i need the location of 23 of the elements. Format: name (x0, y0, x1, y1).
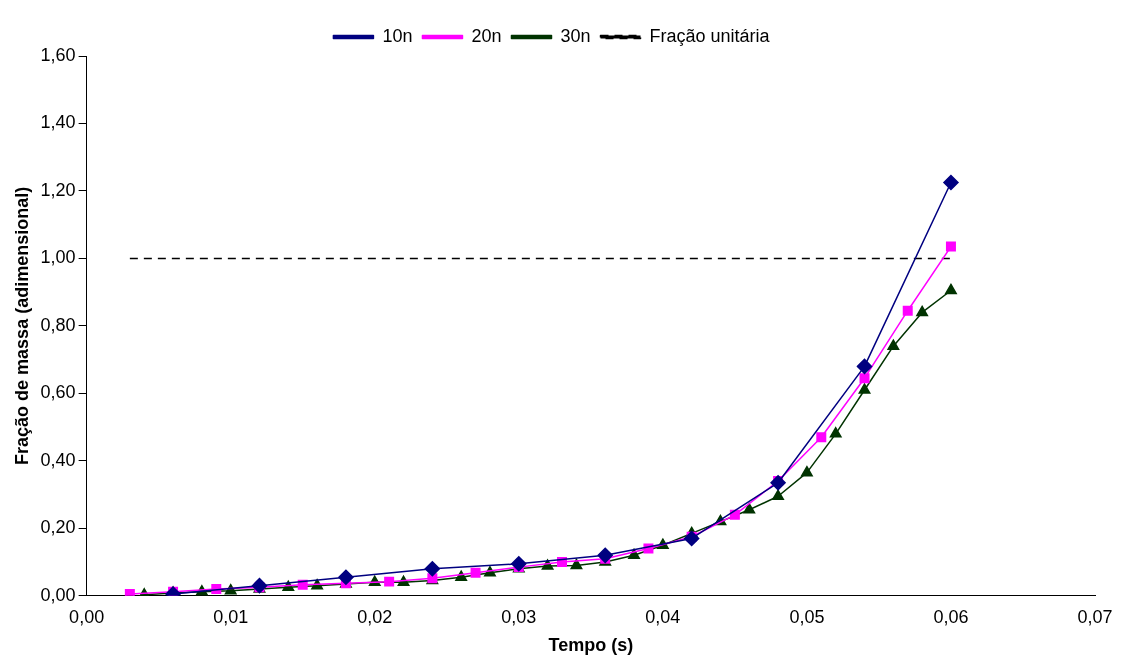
x-tick-label: 0,04 (645, 606, 681, 627)
x-tick-label: 0,01 (213, 606, 249, 627)
y-tick-label: 0,80 (40, 314, 76, 335)
y-tick-label: 1,00 (40, 247, 76, 268)
legend-label: 10n (382, 25, 413, 46)
legend-label: Fração unitária (649, 25, 771, 46)
x-tick-label: 0,03 (501, 606, 537, 627)
x-tick-label: 0,02 (357, 606, 393, 627)
x-tick-label: 0,07 (1077, 606, 1113, 627)
y-tick-label: 1,20 (40, 179, 76, 200)
legend-label: 30n (560, 25, 591, 46)
x-tick-label: 0,06 (933, 606, 969, 627)
legend-label: 20n (471, 25, 502, 46)
x-tick-label: 0,05 (789, 606, 825, 627)
x-tick-label: 0,00 (69, 606, 105, 627)
y-tick-label: 1,40 (40, 112, 76, 133)
y-tick-label: 0,20 (40, 517, 76, 538)
y-tick-label: 0,40 (40, 449, 76, 470)
y-tick-label: 1,60 (40, 44, 76, 65)
x-axis-title: Tempo (s) (548, 635, 634, 656)
y-axis-title: Fração de massa (adimensional) (11, 186, 32, 465)
y-tick-label: 0,60 (40, 382, 76, 403)
y-tick-label: 0,00 (40, 584, 76, 605)
